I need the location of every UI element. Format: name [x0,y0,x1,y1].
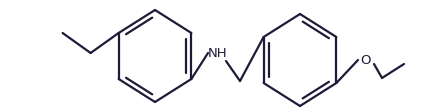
Text: O: O [361,54,371,66]
Text: NH: NH [208,47,228,59]
